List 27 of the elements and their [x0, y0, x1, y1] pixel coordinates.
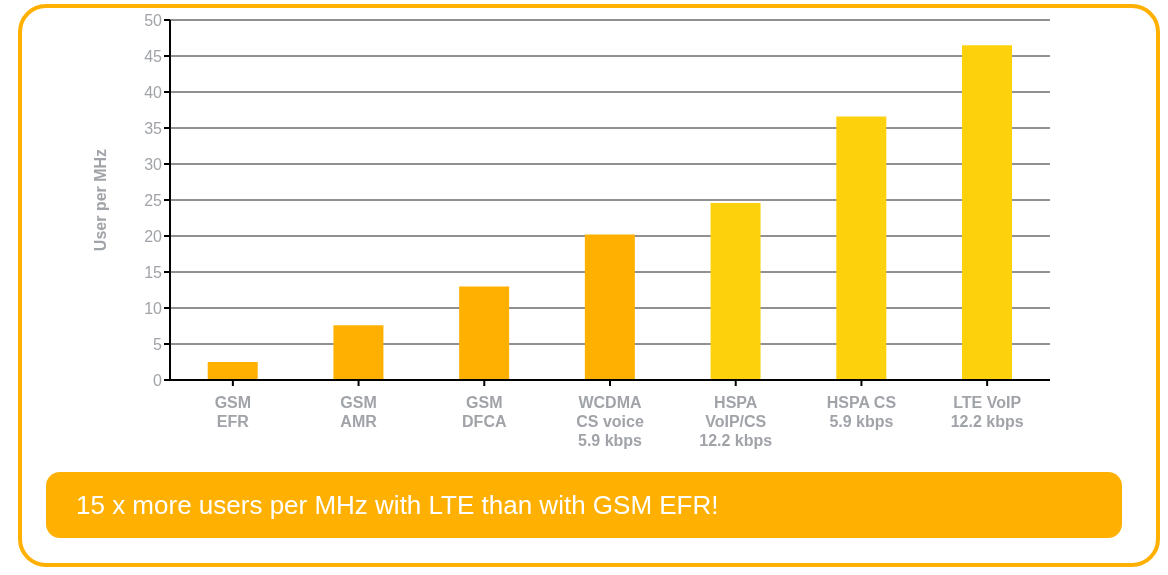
- y-tick-label: 20: [144, 227, 163, 245]
- x-tick-label: HSPA CS 5.9 kbps: [826, 394, 897, 430]
- bar: [584, 234, 635, 380]
- y-tick-label: 5: [153, 335, 163, 353]
- bar: [836, 116, 887, 380]
- bar: [459, 286, 510, 380]
- x-tick-label: GSM EFR: [214, 394, 252, 430]
- bar: [333, 325, 384, 380]
- x-tick-label: WCDMA CS voice 5.9 kbps: [576, 394, 644, 449]
- text: 15 x more users per MHz with LTE than with GSM EFR!: [46, 472, 1122, 538]
- bar: [207, 362, 258, 380]
- y-tick-label: 40: [144, 83, 163, 101]
- bar: [710, 202, 761, 380]
- y-tick-label: 35: [144, 119, 163, 137]
- y-axis-title: User per MHz: [91, 148, 109, 252]
- y-tick-label: 45: [144, 47, 163, 65]
- y-tick-label: 15: [144, 263, 163, 281]
- y-tick-label: 30: [144, 155, 163, 173]
- x-tick-label: GSM DFCA: [462, 394, 507, 430]
- x-tick-label: HSPA VoIP/CS 12.2 kbps: [699, 394, 773, 449]
- y-tick-label: 25: [144, 191, 163, 209]
- bar: [962, 45, 1012, 380]
- y-tick-label: 0: [153, 371, 163, 389]
- y-tick-label: 10: [144, 299, 163, 317]
- y-tick-label: 50: [144, 11, 163, 29]
- x-tick-label: LTE VoIP 12.2 kbps: [950, 394, 1024, 430]
- x-tick-label: GSM AMR: [340, 394, 378, 430]
